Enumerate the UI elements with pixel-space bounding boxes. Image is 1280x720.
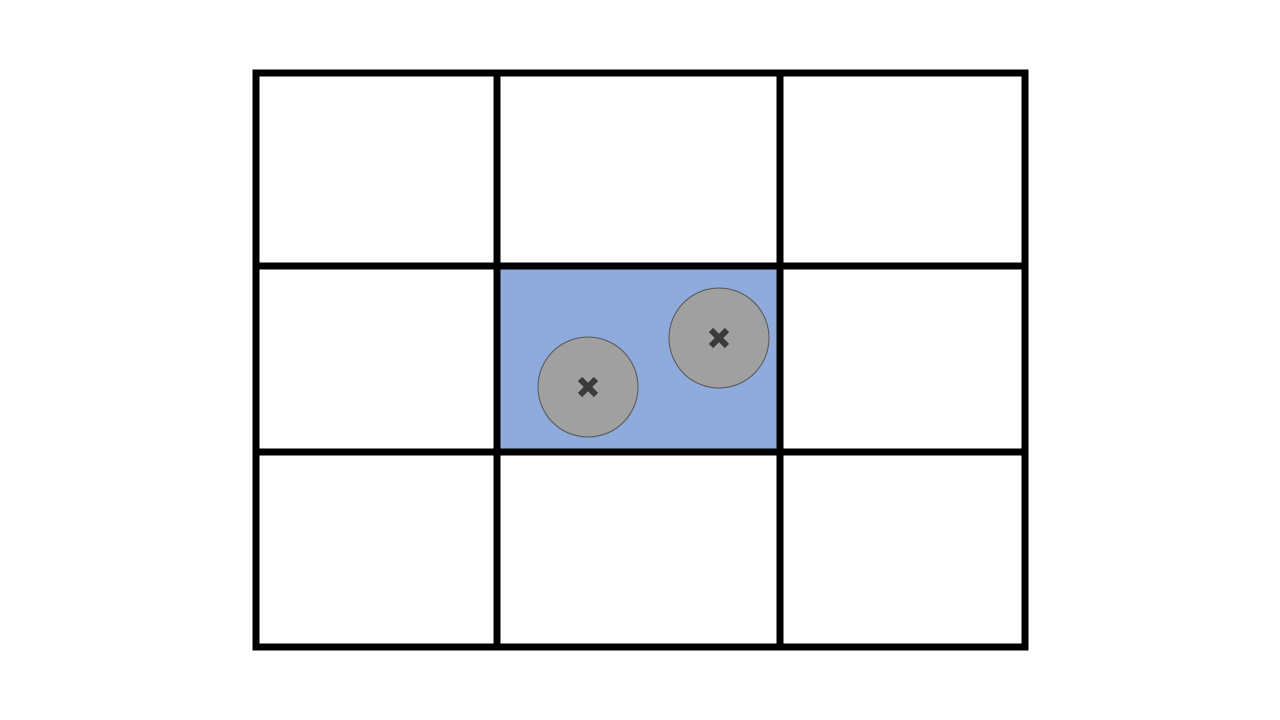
marker-right[interactable] <box>668 287 770 389</box>
board-cell[interactable] <box>780 452 1025 647</box>
x-icon <box>708 327 730 349</box>
board-cell[interactable] <box>256 452 497 647</box>
board-cell[interactable] <box>256 73 497 266</box>
board-cell[interactable] <box>497 452 780 647</box>
board-cell[interactable] <box>780 73 1025 266</box>
board-cell[interactable] <box>256 266 497 452</box>
marker-left[interactable] <box>537 336 639 438</box>
x-icon <box>577 376 599 398</box>
board-cell[interactable] <box>497 73 780 266</box>
board-cell[interactable] <box>780 266 1025 452</box>
